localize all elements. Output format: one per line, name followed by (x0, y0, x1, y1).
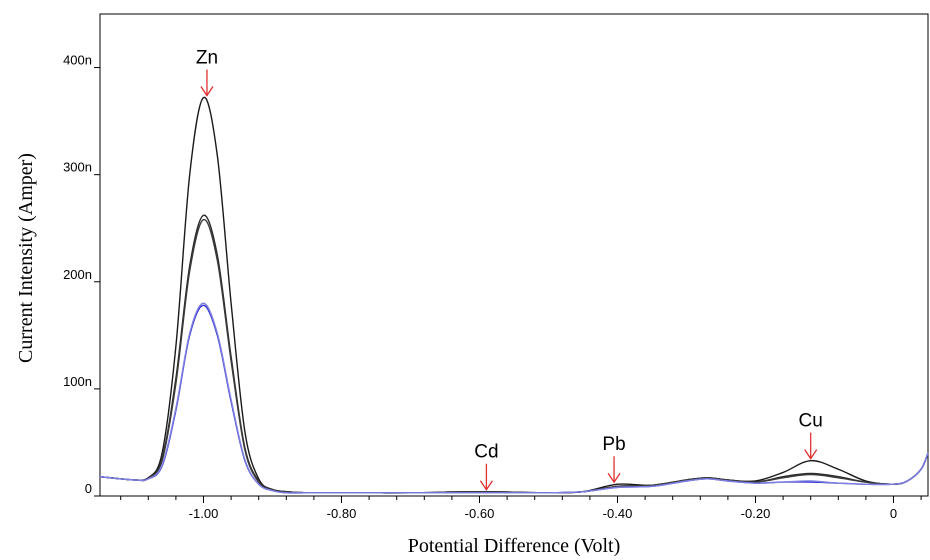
series-line-2 (99, 214, 929, 494)
cd-arrow-head (479, 480, 493, 491)
x-tick-label: -0.20 (741, 506, 771, 521)
x-axis-title: Potential Difference (Volt) (408, 535, 621, 557)
y-tick-label: 200n (63, 267, 92, 282)
cd-peak-label: Cd (474, 442, 498, 463)
x-tick-label: -1.00 (189, 506, 219, 521)
series-layer (99, 96, 929, 494)
x-tick-label: -0.60 (465, 506, 495, 521)
zn-arrow-head (200, 86, 214, 97)
x-tick-label: -0.40 (603, 506, 633, 521)
y-axis-ticks: 0 100n 200n 300n 400n (63, 53, 100, 497)
y-tick-label: 300n (63, 160, 92, 175)
x-tick-label: 0 (890, 506, 897, 521)
series-line-1 (99, 96, 929, 494)
y-tick-label: 100n (63, 374, 92, 389)
series-line-4 (99, 304, 929, 494)
cu-arrow-head (804, 449, 818, 460)
cu-peak-label: Cu (799, 411, 823, 432)
x-axis-ticks: -1.00 -0.80 -0.60 -0.40 -0.20 0 (120, 496, 922, 521)
annotation-layer: Zn Cd Pb Cu (196, 48, 823, 491)
zn-peak-label: Zn (196, 48, 218, 69)
series-line-3 (99, 218, 929, 494)
pb-arrow-head (607, 472, 621, 484)
series-line-5 (99, 302, 929, 494)
y-tick-label: 0 (85, 481, 92, 496)
x-tick-label: -0.80 (327, 506, 357, 521)
pb-peak-label: Pb (602, 434, 625, 455)
y-tick-label: 400n (63, 53, 92, 68)
y-axis-title: Current Intensity (Amper) (15, 153, 37, 363)
